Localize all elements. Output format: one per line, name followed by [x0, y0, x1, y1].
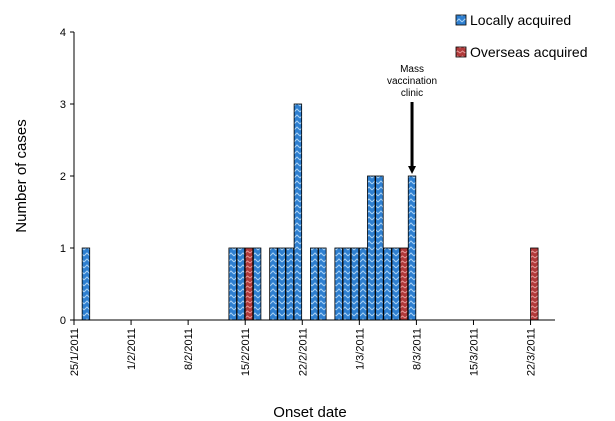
- bar-locally-acquired: [81, 247, 91, 321]
- legend-label-locally-acquired: Locally acquired: [470, 12, 571, 28]
- legend: Locally acquired Overseas acquired: [455, 12, 588, 60]
- x-tick-label: 1/2/2011: [126, 328, 138, 370]
- bar-overseas-acquired: [244, 247, 254, 321]
- bar-locally-acquired: [318, 247, 327, 321]
- ticks-group: 0 1 2 3 4 25/1/2011 1/2/2011 8/2/2011 15/2/2011 2…: [60, 27, 538, 376]
- bar-locally-acquired: [367, 175, 376, 321]
- y-tick-label: 2: [60, 171, 66, 183]
- x-tick-label: 1/3/2011: [354, 328, 366, 370]
- bar-locally-acquired: [277, 247, 286, 321]
- bar-locally-acquired: [269, 247, 278, 321]
- bar-locally-acquired: [383, 247, 392, 321]
- bar-locally-acquired: [252, 247, 262, 321]
- bar-locally-acquired: [358, 247, 368, 321]
- annotation-arrow-head: [408, 166, 417, 174]
- bar-locally-acquired: [375, 175, 384, 321]
- y-axis-title: Number of cases: [13, 119, 30, 232]
- bar-locally-acquired: [285, 247, 294, 321]
- x-tick-label: 15/3/2011: [468, 328, 480, 376]
- x-tick-label: 25/1/2011: [69, 328, 81, 376]
- x-tick-label: 22/3/2011: [526, 328, 538, 376]
- bar-locally-acquired: [236, 247, 246, 321]
- x-tick-label: 8/3/2011: [411, 328, 423, 370]
- bar-locally-acquired: [228, 247, 237, 321]
- legend-swatch-locally-acquired: [455, 14, 467, 26]
- bar-overseas-acquired: [399, 247, 409, 321]
- y-tick-label: 1: [60, 243, 66, 255]
- bar-locally-acquired: [342, 247, 351, 321]
- x-tick-label: 15/2/2011: [240, 328, 252, 376]
- x-tick-label: 22/2/2011: [297, 328, 309, 376]
- bar-locally-acquired: [310, 247, 319, 321]
- legend-swatch-overseas-acquired: [455, 46, 467, 58]
- bar-locally-acquired: [350, 247, 360, 321]
- bar-locally-acquired: [334, 247, 343, 321]
- annotation-text: clinic: [401, 88, 423, 99]
- x-tick-label: 8/2/2011: [183, 328, 195, 370]
- y-tick-label: 4: [60, 27, 66, 39]
- bar-locally-acquired: [293, 103, 303, 321]
- annotation-text: vaccination: [387, 76, 437, 87]
- x-axis-title: Onset date: [273, 404, 346, 421]
- legend-label-overseas-acquired: Overseas acquired: [470, 44, 588, 60]
- bar-overseas-acquired: [530, 247, 539, 321]
- bar-locally-acquired: [407, 175, 417, 321]
- bar-locally-acquired: [391, 247, 400, 321]
- y-tick-label: 3: [60, 99, 66, 111]
- bars-group: [81, 103, 539, 321]
- y-tick-label: 0: [60, 315, 66, 327]
- annotation-text: Mass: [400, 64, 424, 75]
